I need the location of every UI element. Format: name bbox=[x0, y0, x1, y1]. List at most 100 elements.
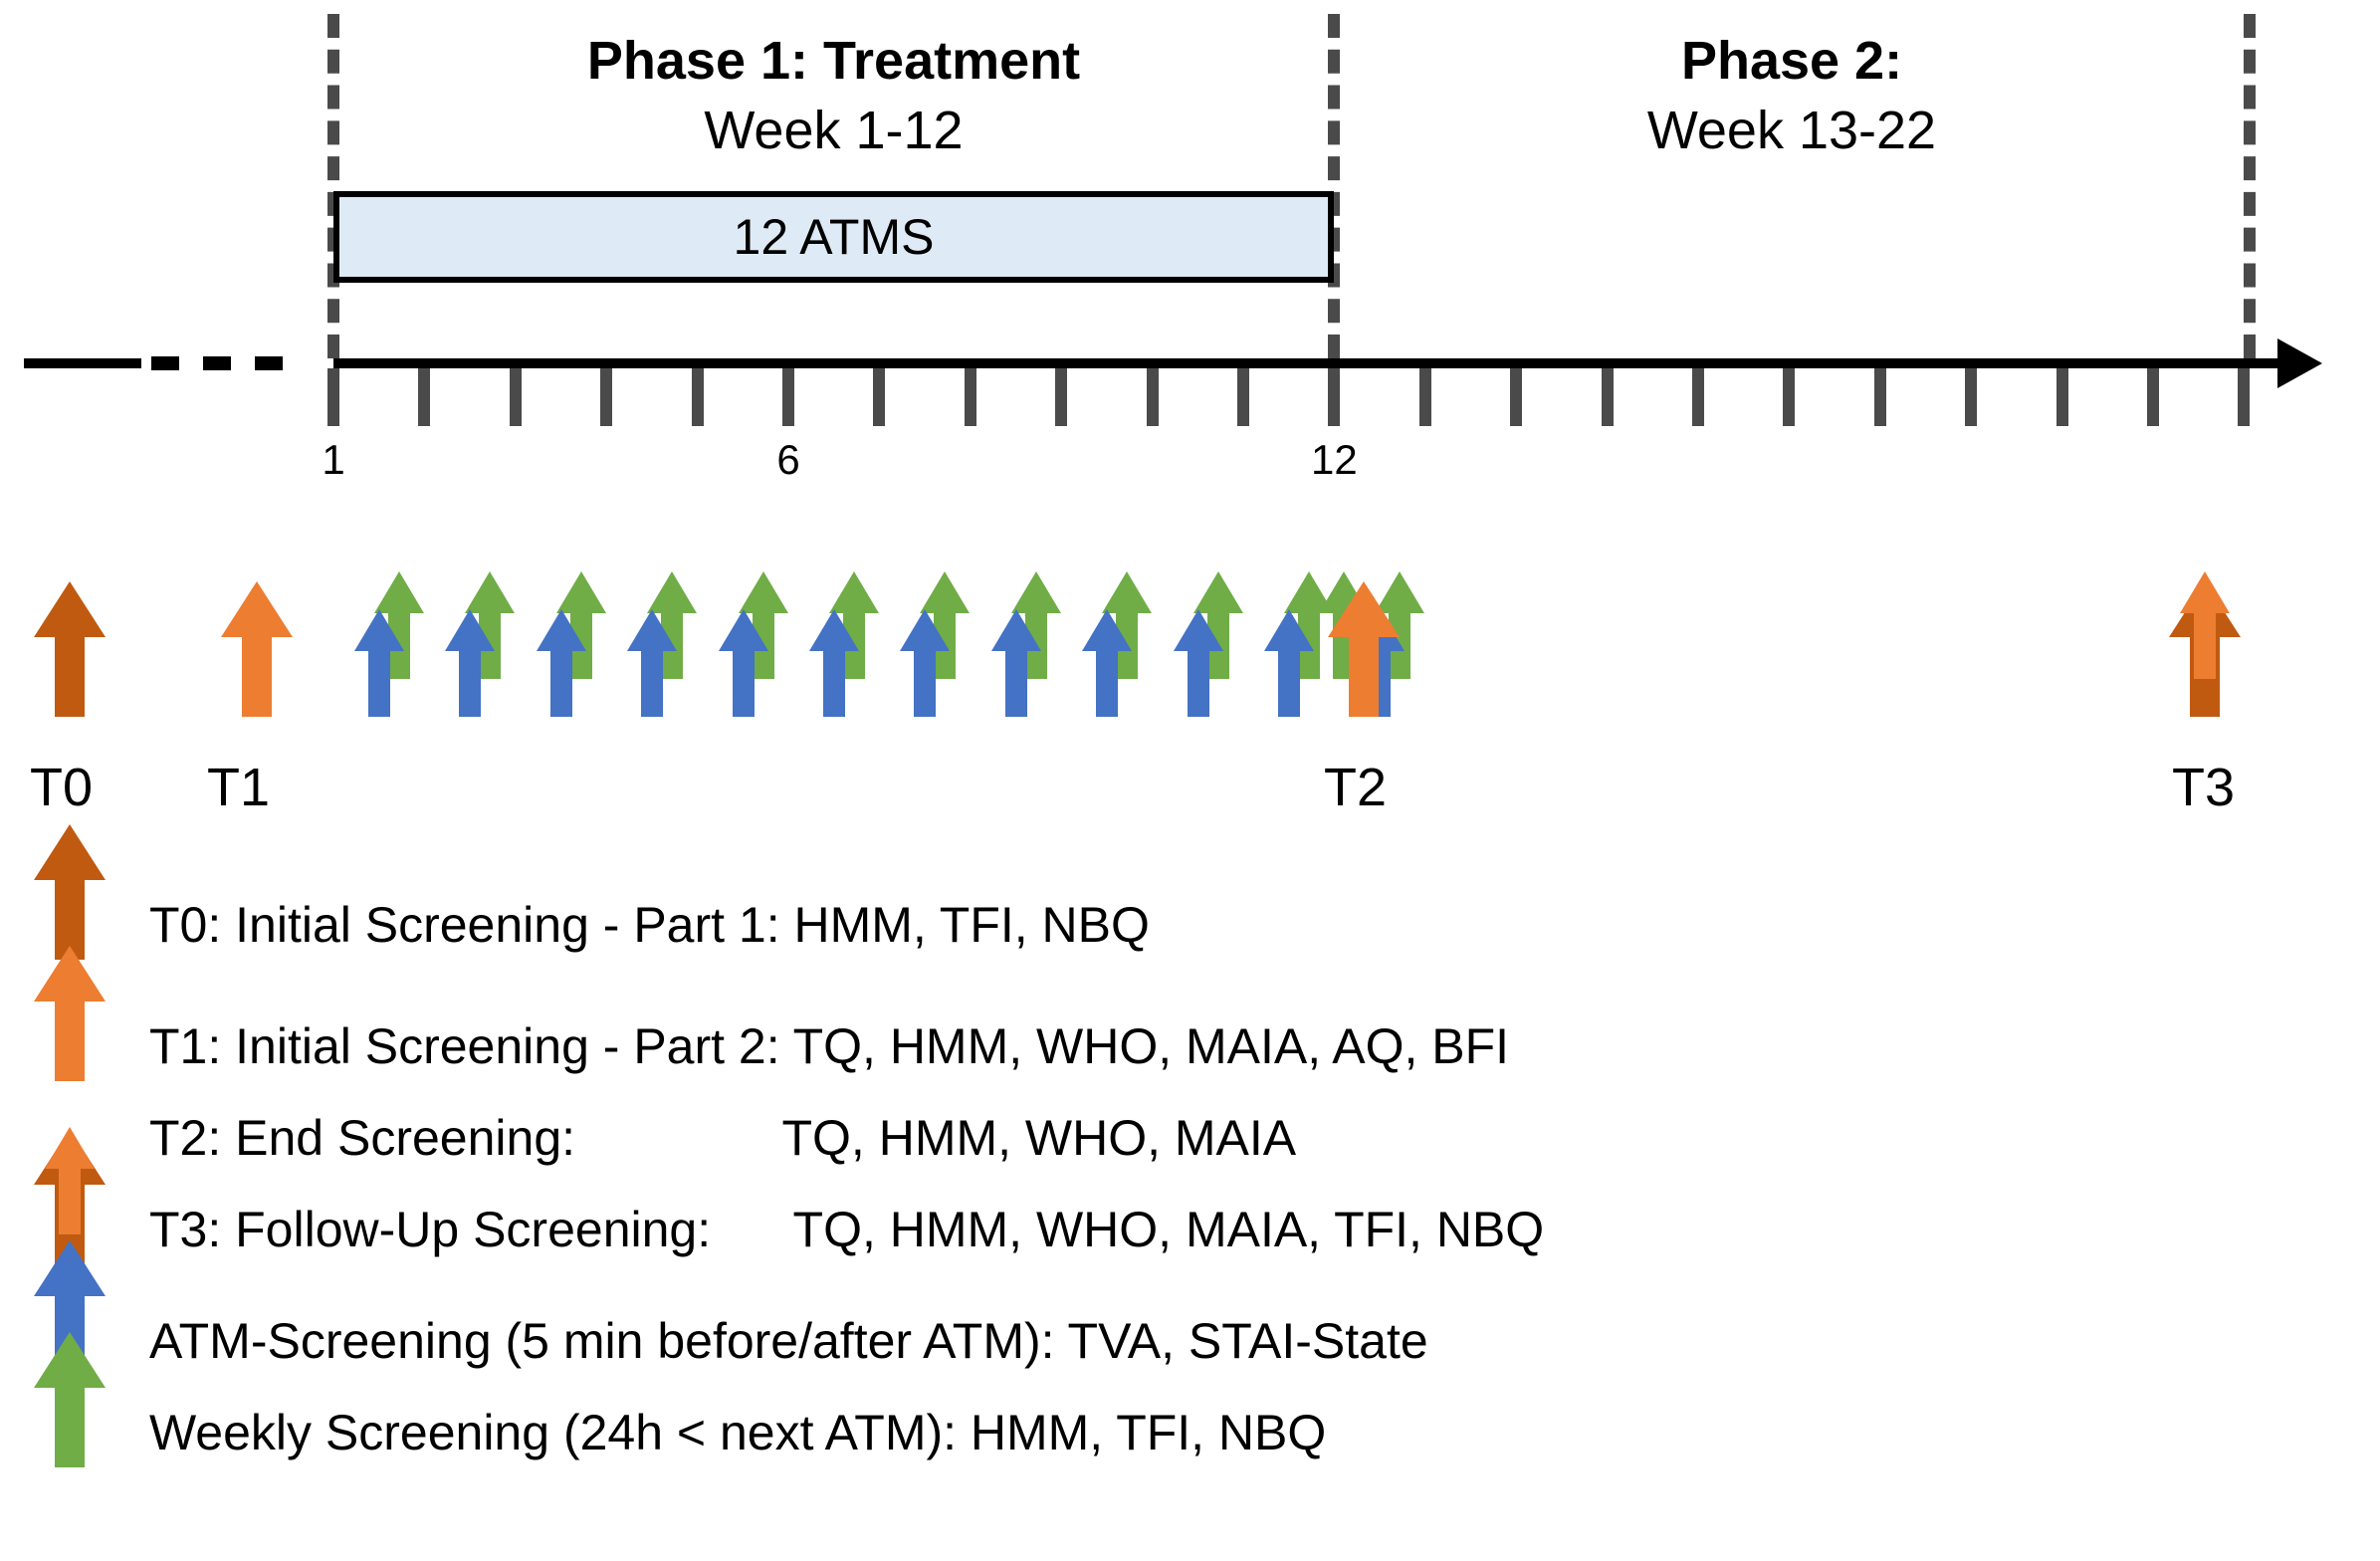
tick bbox=[1602, 368, 1614, 426]
arrow-shaft bbox=[55, 1002, 85, 1081]
arrow-shaft bbox=[55, 637, 85, 717]
atm-blue-arrow-icon bbox=[1264, 609, 1314, 717]
arrow-head-icon bbox=[829, 571, 879, 613]
t2-orange-arrow-icon bbox=[1328, 581, 1400, 717]
t3-light-arrow-icon bbox=[2180, 571, 2230, 679]
tick bbox=[1147, 368, 1159, 426]
atm-blue-arrow-icon bbox=[627, 609, 677, 717]
arrow-head-icon bbox=[1011, 571, 1061, 613]
tick bbox=[510, 368, 522, 426]
arrow-shaft bbox=[242, 637, 272, 717]
t0-label: T0 bbox=[30, 757, 93, 818]
t0-arrow-icon bbox=[34, 581, 106, 717]
atm-blue-arrow-icon bbox=[809, 609, 859, 717]
arrow-head-icon bbox=[1102, 571, 1152, 613]
tick bbox=[1055, 368, 1067, 426]
atm-blue-arrow-icon bbox=[354, 609, 404, 717]
arrow-head-icon bbox=[465, 571, 515, 613]
tick-label: 6 bbox=[749, 436, 828, 484]
axis-gap-dash bbox=[151, 356, 179, 370]
atm-blue-arrow-icon bbox=[1174, 609, 1223, 717]
legend-text: T3: Follow-Up Screening: TQ, HMM, WHO, M… bbox=[149, 1201, 1544, 1258]
tick-label: 12 bbox=[1294, 436, 1374, 484]
phase-1-sub: Week 1-12 bbox=[333, 100, 1334, 161]
arrow-head-icon bbox=[34, 1240, 106, 1296]
legend-text: T2: End Screening: TQ, HMM, WHO, MAIA bbox=[149, 1109, 1296, 1167]
arrow-head-icon bbox=[1328, 581, 1400, 637]
legend-arrow-icon bbox=[34, 1332, 106, 1467]
tick bbox=[2056, 368, 2068, 426]
phase-2-title: Phase 2: bbox=[1334, 30, 2250, 92]
arrow-head-icon bbox=[809, 609, 859, 651]
arrow-shaft bbox=[823, 651, 845, 717]
arrow-shaft bbox=[1349, 637, 1379, 717]
tick bbox=[2147, 368, 2159, 426]
timeline-axis-right bbox=[333, 358, 2289, 368]
diagram-canvas: Phase 1: Treatment Week 1-12 Phase 2: We… bbox=[0, 0, 2380, 1561]
arrow-head-icon bbox=[445, 609, 495, 651]
arrow-shaft bbox=[1096, 651, 1118, 717]
t1-label: T1 bbox=[207, 757, 270, 818]
tick bbox=[1237, 368, 1249, 426]
arrow-head-icon bbox=[34, 581, 106, 637]
arrow-head-icon bbox=[221, 581, 293, 637]
arrow-shaft bbox=[1278, 651, 1300, 717]
tick bbox=[1965, 368, 1977, 426]
arrow-head-icon bbox=[45, 1127, 95, 1169]
arrow-shaft bbox=[59, 1169, 81, 1234]
arrow-shaft bbox=[55, 1388, 85, 1467]
arrow-head-icon bbox=[1193, 571, 1243, 613]
arrow-head-icon bbox=[34, 1332, 106, 1388]
atm-blue-arrow-icon bbox=[719, 609, 768, 717]
tick bbox=[327, 368, 339, 426]
arrow-head-icon bbox=[556, 571, 606, 613]
arrow-head-icon bbox=[34, 946, 106, 1002]
arrow-shaft bbox=[733, 651, 755, 717]
tick bbox=[1692, 368, 1704, 426]
tick bbox=[692, 368, 704, 426]
atm-blue-arrow-icon bbox=[537, 609, 586, 717]
arrow-head-icon bbox=[991, 609, 1041, 651]
arrow-head-icon bbox=[900, 609, 950, 651]
arrow-head-icon bbox=[739, 571, 788, 613]
arrow-head-icon bbox=[647, 571, 697, 613]
atm-blue-arrow-icon bbox=[900, 609, 950, 717]
t3-label: T3 bbox=[2172, 757, 2235, 818]
t2-label: T2 bbox=[1324, 757, 1387, 818]
arrow-head-icon bbox=[1082, 609, 1132, 651]
axis-gap-dash bbox=[255, 356, 283, 370]
arrow-shaft bbox=[2194, 613, 2216, 679]
arrow-shaft bbox=[368, 651, 390, 717]
arrow-head-icon bbox=[354, 609, 404, 651]
tick bbox=[2238, 368, 2250, 426]
arrow-head-icon bbox=[920, 571, 970, 613]
tick-label: 1 bbox=[294, 436, 373, 484]
tick bbox=[1783, 368, 1795, 426]
arrow-shaft bbox=[1188, 651, 1209, 717]
tick bbox=[1419, 368, 1431, 426]
arrow-shaft bbox=[550, 651, 572, 717]
tick bbox=[782, 368, 794, 426]
atm-blue-arrow-icon bbox=[445, 609, 495, 717]
atm-blue-arrow-icon bbox=[1082, 609, 1132, 717]
legend-text: Weekly Screening (24h < next ATM): HMM, … bbox=[149, 1404, 1326, 1461]
arrow-shaft bbox=[1005, 651, 1027, 717]
tick bbox=[873, 368, 885, 426]
phase-2-sub: Week 13-22 bbox=[1334, 100, 2250, 161]
legend-text: ATM-Screening (5 min before/after ATM): … bbox=[149, 1312, 1428, 1370]
atms-box: 12 ATMS bbox=[333, 191, 1334, 283]
tick bbox=[418, 368, 430, 426]
atms-label: 12 ATMS bbox=[734, 209, 935, 265]
arrow-head-icon bbox=[34, 824, 106, 880]
atm-blue-arrow-icon bbox=[991, 609, 1041, 717]
arrow-head-icon bbox=[1264, 609, 1314, 651]
timeline-arrowhead-icon bbox=[2277, 338, 2322, 388]
arrow-head-icon bbox=[1174, 609, 1223, 651]
legend-arrow-icon bbox=[34, 824, 106, 960]
legend-text: T1: Initial Screening - Part 2: TQ, HMM,… bbox=[149, 1017, 1509, 1075]
arrow-shaft bbox=[641, 651, 663, 717]
legend-arrow-icon bbox=[45, 1127, 95, 1234]
arrow-shaft bbox=[459, 651, 481, 717]
t1-arrow-icon bbox=[221, 581, 293, 717]
arrow-head-icon bbox=[2180, 571, 2230, 613]
